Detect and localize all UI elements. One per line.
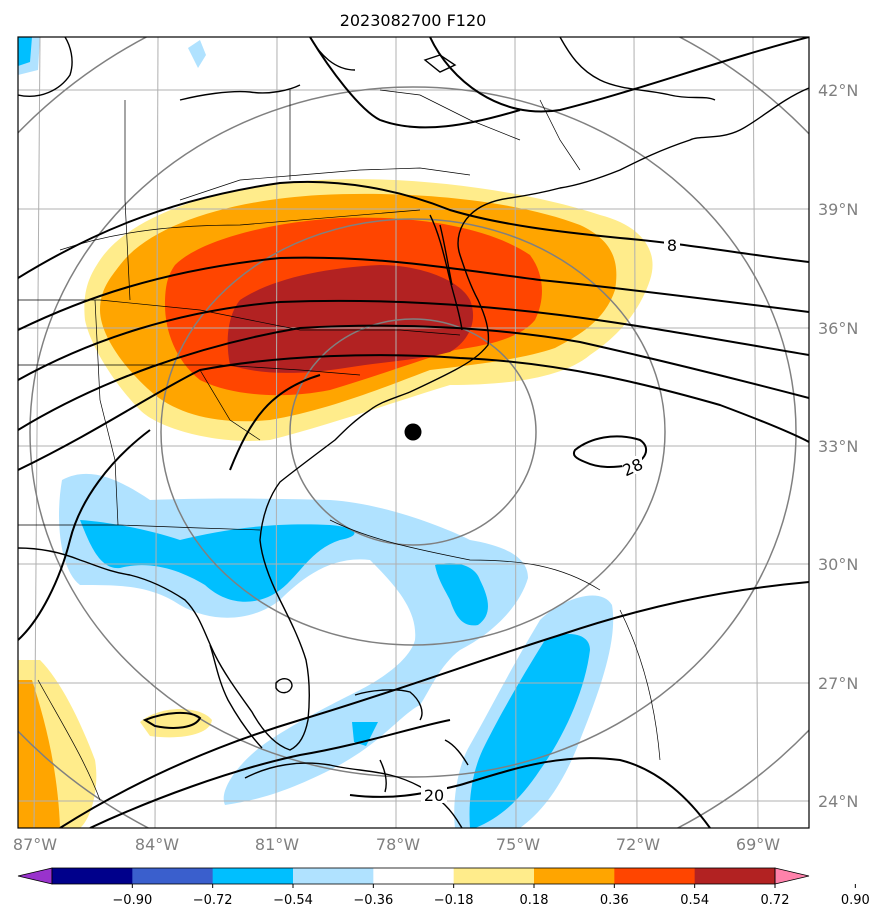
- colorbar-cell: [614, 868, 696, 884]
- lat-label-24: 24°N: [818, 792, 858, 811]
- lon-label-84: 84°W: [135, 835, 179, 854]
- colorbar-extend-high: [774, 867, 810, 885]
- lon-label-87: 87°W: [13, 835, 57, 854]
- shade-blue-coast: [80, 520, 355, 602]
- chesapeake: [429, 214, 463, 331]
- storm-center-marker: [404, 423, 422, 441]
- colorbar-cell: [534, 868, 615, 884]
- colorbar-tick-label: −0.36: [353, 893, 393, 908]
- colorbar-tick-label: 0.54: [680, 893, 709, 908]
- shade-orange-west: [18, 680, 60, 828]
- contour-6: [229, 374, 321, 471]
- shade-blue-small: [352, 722, 378, 746]
- colorbar-tick-label: 0.90: [841, 893, 870, 908]
- colorbar-cell: [52, 868, 133, 884]
- contour-labels: 8 28 20: [421, 236, 680, 805]
- figure-title: 2023082700 F120: [340, 11, 487, 30]
- colorbar-tick-label: −0.18: [434, 893, 474, 908]
- shade-blue-offshore: [435, 563, 488, 626]
- contour-nw: [309, 37, 521, 129]
- lon-label-72: 72°W: [616, 835, 660, 854]
- lat-label-36: 36°N: [818, 319, 858, 338]
- contour-ne: [429, 37, 809, 113]
- contour-8: [59, 581, 809, 828]
- lon-label-78: 78°W: [376, 835, 420, 854]
- colorbar: −0.90 −0.72 −0.54 −0.36 −0.18 0.18 0.36 0.54 0.7…: [17, 867, 870, 908]
- colorbar-cell: [373, 868, 455, 884]
- shade-dark-red: [227, 265, 474, 373]
- colorbar-tick-label: −0.54: [273, 893, 313, 908]
- colorbar-extend-low: [17, 867, 53, 885]
- contour-4: [18, 324, 809, 431]
- lat-label-42: 42°N: [818, 81, 858, 100]
- bahamas-a: [354, 689, 423, 721]
- colorbar-cell: [212, 868, 294, 884]
- contour-9: [89, 719, 451, 828]
- contour-5: [18, 354, 809, 471]
- bahamas-b: [444, 739, 469, 766]
- shade-light-blue-nyc: [188, 40, 206, 68]
- shade-blue-corner: [18, 37, 32, 66]
- lon-label-81: 81°W: [255, 835, 299, 854]
- colorbar-tick-label: 0.18: [520, 893, 549, 908]
- longitude-labels: 87°W 84°W 81°W 78°W 75°W 72°W 69°W: [13, 835, 780, 854]
- contour-7: [18, 429, 151, 641]
- range-rings: [18, 37, 809, 828]
- lon-label-69: 69°W: [736, 835, 780, 854]
- contour-label-20: 20: [424, 786, 444, 805]
- map-panel: 8 28 20: [18, 37, 809, 828]
- map-frame: [17, 36, 810, 829]
- contour-closed-gulf: [142, 712, 202, 729]
- lat-label-33: 33°N: [818, 437, 858, 456]
- colorbar-cell: [132, 868, 214, 884]
- contour-3: [18, 299, 809, 381]
- colorbar-tick-label: 0.36: [600, 893, 629, 908]
- lat-label-39: 39°N: [818, 200, 858, 219]
- contour-label-8: 8: [667, 236, 677, 255]
- bahamas-c: [379, 759, 387, 793]
- us-east-coast: [18, 87, 809, 751]
- state-borders: [18, 89, 661, 801]
- lat-label-27: 27°N: [818, 674, 858, 693]
- colorbar-cell: [293, 868, 374, 884]
- cuba: [244, 762, 463, 828]
- colorbar-cell: [453, 868, 535, 884]
- latitude-labels: 42°N 39°N 36°N 33°N 30°N 27°N 24°N: [818, 81, 858, 811]
- island-ne: [423, 54, 457, 73]
- lat-label-30: 30°N: [818, 555, 858, 574]
- contours: [18, 37, 809, 828]
- colorbar-cell: [694, 868, 776, 884]
- contour-2: [18, 256, 809, 331]
- colorbar-border: [51, 867, 776, 885]
- lake-okeechobee: [275, 678, 293, 694]
- colorbar-tick-label: 0.72: [761, 893, 790, 908]
- lon-label-75: 75°W: [496, 835, 540, 854]
- colorbar-tick-label: −0.90: [112, 893, 152, 908]
- contour-10: [349, 757, 711, 828]
- colorbar-tick-label: −0.72: [193, 893, 233, 908]
